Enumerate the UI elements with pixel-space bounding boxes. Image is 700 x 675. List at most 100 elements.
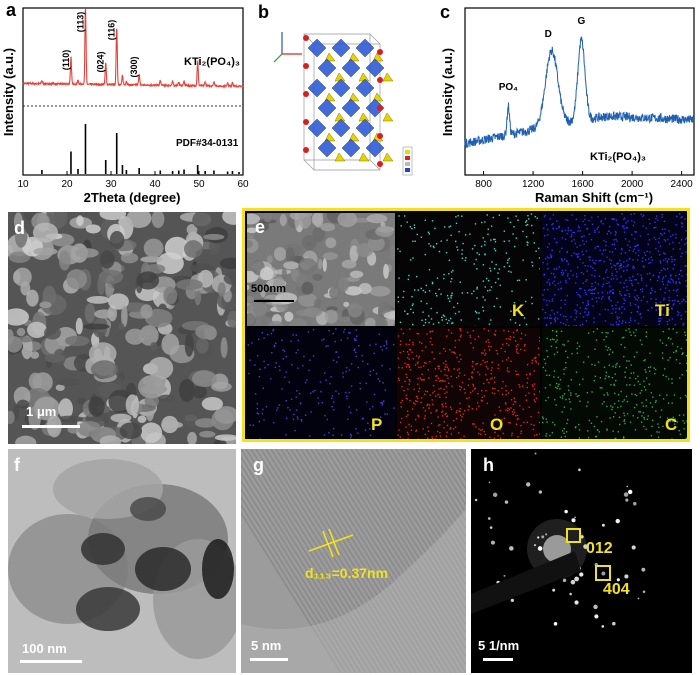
po4-tetrahedron	[324, 132, 336, 142]
tio6-octahedron	[341, 58, 361, 78]
tem-scale-label: 100 nm	[22, 641, 67, 656]
crystal-structure	[273, 32, 413, 176]
tio6-octahedron	[317, 58, 337, 78]
atom-legend-icon	[402, 146, 413, 176]
diffraction-spot	[626, 485, 629, 488]
beam-stopper	[471, 551, 581, 614]
xrd-sample-label: KTi₂(PO₄)₃	[184, 56, 240, 68]
raman-spectrum-line	[464, 36, 695, 149]
panel-letter-d: d	[14, 218, 25, 238]
tio6-octahedron	[331, 118, 351, 138]
tio6-octahedron	[307, 118, 327, 138]
diffraction-spot	[552, 588, 556, 592]
diffraction-spot	[510, 598, 514, 603]
tio6-octahedron	[331, 78, 351, 98]
saed-pattern: h 012 404 5 1/nm	[471, 449, 692, 673]
xrd-peak-label: (113)	[75, 12, 85, 33]
raman-band-label: G	[577, 16, 585, 27]
eds-sem-tile: e 500nm	[247, 213, 395, 326]
k-atom	[303, 91, 309, 97]
xrd-xlabel: 2Theta (degree)	[84, 190, 181, 205]
axis-indicator-icon	[273, 32, 302, 63]
diffraction-spot	[564, 509, 568, 514]
eds-map-o: O	[397, 328, 540, 439]
k-atom	[377, 49, 383, 55]
tio6-octahedron	[365, 98, 385, 118]
eds-label-p: P	[371, 415, 383, 434]
eds-mapping-frame: e 500nm K Ti P O C	[242, 208, 690, 442]
raman-xtick-label: 1600	[571, 179, 594, 190]
diffraction-spot	[594, 614, 599, 619]
diffraction-spot	[601, 625, 605, 628]
diffraction-spot	[488, 481, 491, 484]
xrd-chart: Intensity (a.u.) 2Theta (degree) 10 20 30 4…	[1, 7, 249, 205]
eds-map-k: K	[397, 213, 540, 326]
raman-xtick-label: 800	[475, 179, 492, 190]
xrd-peak-label: (110)	[61, 50, 71, 71]
diffraction-spot	[526, 482, 531, 487]
diffraction-spot	[487, 517, 491, 520]
diffraction-spot	[553, 622, 558, 626]
diffraction-spot	[504, 500, 509, 504]
xrd-peak-label: (024)	[96, 51, 106, 72]
tio6-octahedron	[365, 138, 385, 158]
xrd-xtick-label: 40	[149, 179, 161, 190]
raman-xtick-label: 1200	[522, 179, 545, 190]
panel-letter-a: a	[6, 0, 17, 20]
sem-image: d 1 μm	[8, 212, 236, 444]
po4-tetrahedron	[348, 92, 360, 102]
k-atom	[303, 147, 309, 153]
panel-letter-f: f	[14, 455, 20, 475]
sem-scale-label: 1 μm	[26, 404, 57, 419]
panel-letter-g: g	[253, 455, 264, 475]
k-atom	[377, 77, 383, 83]
tem-scale-bar	[20, 660, 82, 663]
k-atom	[303, 119, 309, 125]
diffraction-spot	[574, 600, 579, 605]
xrd-xtick-label: 10	[17, 179, 29, 190]
diffraction-spot	[562, 578, 567, 583]
tio6-octahedron	[355, 118, 375, 138]
panel-letter-e: e	[255, 217, 266, 237]
po4-tetrahedron	[382, 152, 394, 162]
diffraction-spot	[642, 590, 646, 594]
raman-ylabel: Intensity (a.u.)	[440, 48, 455, 136]
tio6-octahedron	[355, 38, 375, 58]
eds-label-k: K	[512, 301, 525, 320]
diffraction-spot	[545, 533, 548, 536]
xrd-peak-label: (300)	[129, 56, 139, 77]
saed-spot-box-012	[566, 528, 581, 543]
tio6-octahedron	[317, 138, 337, 158]
diffraction-spot	[583, 544, 588, 549]
raman-xlabel: Raman Shift (cm⁻¹)	[535, 190, 653, 205]
tio6-octahedron	[307, 78, 327, 98]
diffraction-spot	[474, 498, 478, 502]
po4-tetrahedron	[358, 152, 370, 162]
diffraction-spot	[616, 578, 620, 582]
raman-band-label: PO₄	[499, 82, 518, 93]
saed-spot-label-012: 012	[586, 540, 613, 557]
diffraction-spot	[503, 574, 506, 577]
raman-frame	[464, 7, 695, 176]
diffraction-spot	[633, 502, 637, 506]
unit-cell-outline	[303, 33, 381, 171]
panel-letter-h: h	[483, 455, 494, 475]
diffraction-spot	[574, 576, 579, 582]
diffraction-spot	[509, 546, 514, 551]
tio6-octahedron	[317, 98, 337, 118]
po4-tetrahedron	[348, 52, 360, 62]
xrd-sample-line	[22, 8, 244, 89]
k-atom	[377, 133, 383, 139]
tio6-octahedron	[365, 58, 385, 78]
panel-letter-b: b	[258, 2, 269, 22]
eds-label-o: O	[490, 415, 504, 434]
po4-tetrahedron	[324, 92, 336, 102]
diffraction-spot	[580, 535, 584, 539]
diffraction-spot	[490, 540, 495, 545]
diffraction-spot	[574, 516, 576, 519]
raman-xtick-label: 2400	[670, 179, 693, 190]
xrd-xtick-label: 20	[61, 179, 73, 190]
xrd-frame	[22, 7, 244, 176]
diffraction-spot	[538, 490, 543, 494]
diffraction-spot	[537, 536, 540, 539]
